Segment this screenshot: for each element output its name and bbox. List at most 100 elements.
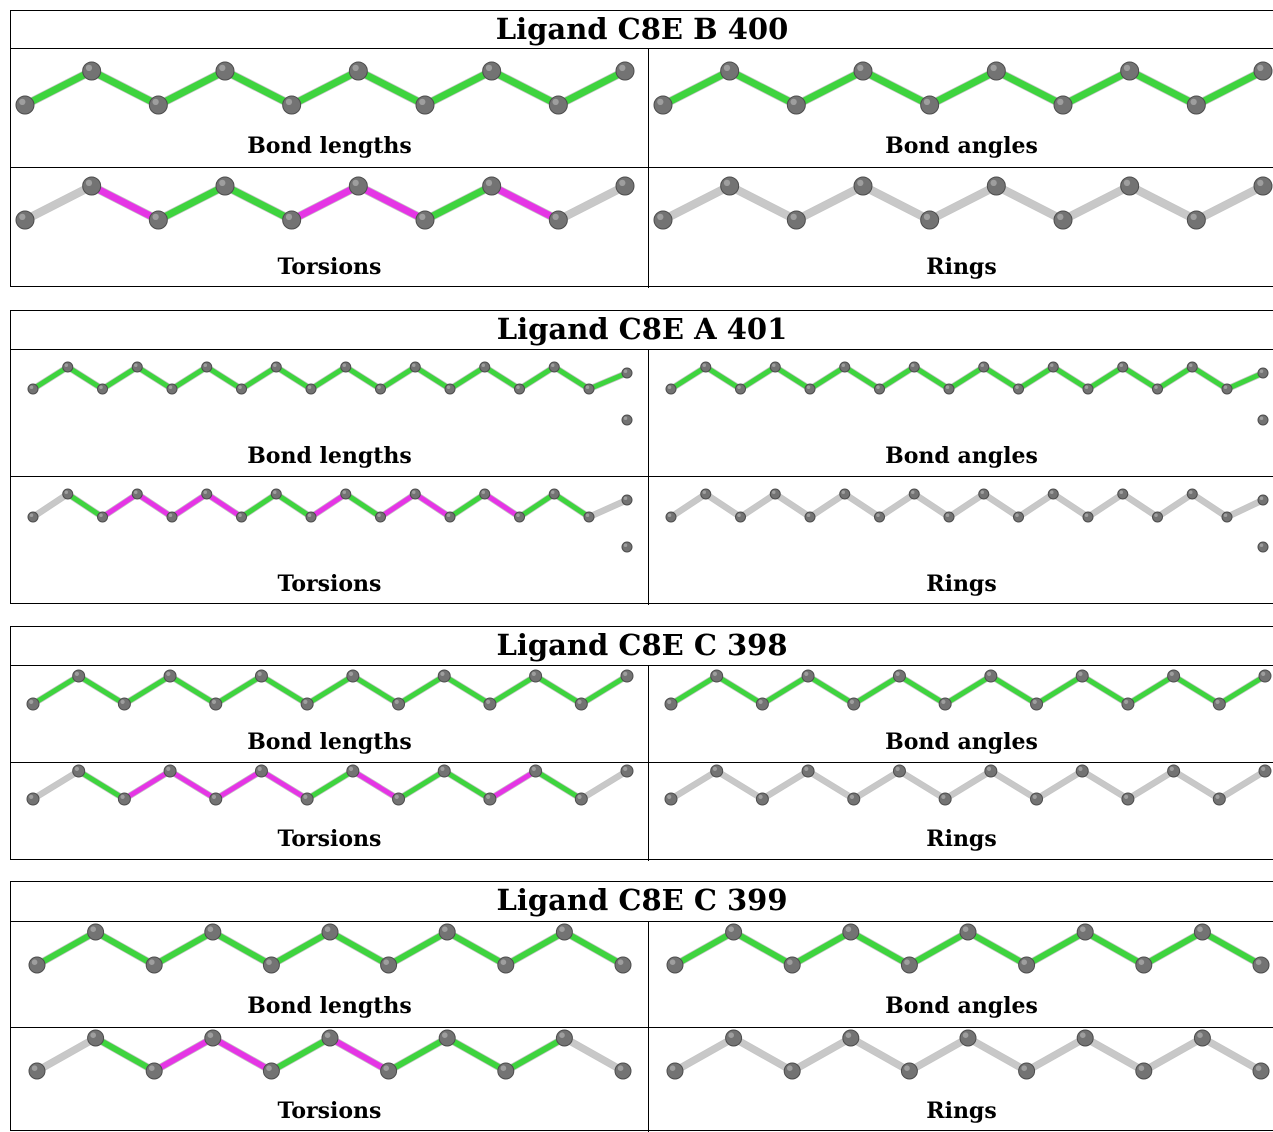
atom [254, 764, 268, 778]
atom [1152, 383, 1163, 395]
atom-highlight [1257, 179, 1264, 186]
panel-label: Torsions [277, 1098, 382, 1124]
atom [321, 1029, 339, 1047]
bond [385, 929, 451, 968]
atom-highlight [211, 699, 217, 704]
atom-highlight [168, 513, 173, 517]
atom-highlight [619, 179, 626, 186]
atom [908, 361, 920, 373]
atom [1193, 923, 1211, 941]
bond [378, 364, 418, 392]
atom [621, 541, 633, 553]
atom [166, 511, 178, 523]
atom-highlight [531, 766, 536, 771]
atom-highlight [203, 490, 207, 494]
atom-highlight [134, 490, 138, 494]
bond [851, 768, 902, 802]
panel-label: Bond angles [885, 443, 1038, 469]
molecule-view [27, 361, 633, 426]
atom-highlight [702, 490, 706, 494]
atom-highlight [911, 363, 915, 367]
atom [1257, 541, 1269, 553]
molecule-view [27, 488, 633, 553]
bond [533, 673, 584, 707]
atom-highlight [1119, 363, 1123, 367]
atom-highlight [285, 98, 293, 105]
panel-bond-lengths: Bond lengths [11, 350, 648, 476]
molecule-view [664, 669, 1272, 711]
bond [1224, 370, 1266, 392]
atom [497, 956, 515, 974]
atom [1258, 669, 1272, 683]
bond [1189, 491, 1230, 520]
bond [1216, 768, 1268, 802]
atom-highlight [945, 513, 950, 517]
bond [151, 1035, 216, 1074]
atom-highlight [1261, 766, 1266, 771]
bond [807, 491, 848, 520]
atom [27, 511, 39, 523]
atom [346, 764, 360, 778]
atom-highlight [486, 794, 491, 799]
atom-highlight [203, 363, 207, 367]
atom [145, 1062, 163, 1080]
bond [926, 67, 1000, 109]
atom [735, 383, 746, 395]
bond [385, 1035, 451, 1074]
bond [551, 364, 592, 392]
bond [946, 491, 987, 520]
atom-highlight [500, 1065, 507, 1071]
bond [273, 491, 314, 520]
atom-highlight [712, 766, 717, 771]
atom [1257, 494, 1269, 506]
atom-highlight [219, 64, 226, 71]
atom [839, 488, 851, 500]
bond [703, 491, 743, 520]
atom [804, 383, 816, 395]
atom-highlight [1078, 766, 1083, 771]
atom [1018, 1062, 1036, 1080]
atom [201, 488, 213, 500]
atom-highlight [1255, 1065, 1262, 1071]
atom [938, 697, 952, 711]
atom [786, 95, 806, 115]
ligand-block: Ligand C8E A 401 Bond lengths Bond angle… [10, 310, 1273, 605]
bond [444, 1035, 509, 1074]
atom [145, 956, 163, 974]
atom [1013, 383, 1024, 395]
atom [783, 956, 801, 974]
atom [900, 956, 918, 974]
bond [911, 364, 952, 392]
bond [30, 364, 71, 392]
bond [730, 929, 796, 968]
atom-highlight [166, 766, 171, 771]
atom [1221, 383, 1233, 395]
panel-label: Bond lengths [247, 729, 412, 755]
bond [792, 67, 867, 109]
atom-highlight [1261, 671, 1266, 676]
atom [1258, 764, 1272, 778]
atom-highlight [728, 1032, 734, 1038]
atom-highlight [623, 369, 628, 373]
bond [30, 491, 71, 520]
atom-highlight [623, 496, 628, 500]
molecule-view [15, 176, 635, 230]
ligand-title: Ligand C8E C 398 [11, 627, 1273, 666]
atom [270, 361, 282, 373]
atom-highlight [19, 213, 26, 220]
atom [321, 923, 339, 941]
bond [842, 491, 882, 520]
bond [92, 929, 158, 968]
molecule-view [665, 361, 1269, 426]
atom-highlight [442, 926, 448, 932]
atom [26, 697, 40, 711]
atom-highlight [1057, 98, 1064, 105]
atom-highlight [667, 513, 672, 517]
panel-divider [11, 1027, 648, 1028]
atom-highlight [551, 490, 555, 494]
atom-highlight [728, 926, 734, 932]
panel-divider [648, 350, 649, 605]
atom-highlight [383, 959, 390, 965]
atom [15, 95, 35, 115]
bond [1125, 673, 1177, 707]
